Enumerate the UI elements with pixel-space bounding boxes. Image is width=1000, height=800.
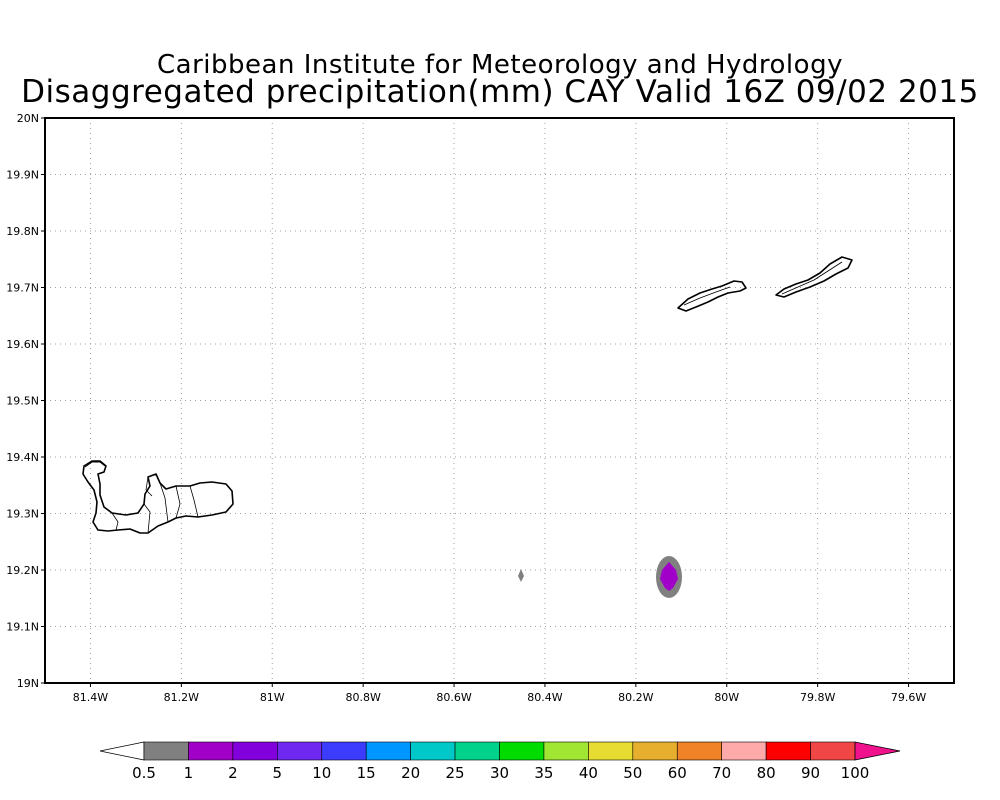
colorbar-box	[765, 741, 811, 761]
latitude-axis: 20N 19.9N 19.8N 19.7N 19.6N 19.5N 19.4N 19.3N 19…	[6, 112, 45, 690]
lon-tick-label: 79.6W	[891, 691, 926, 704]
lat-tick-label: 19.6N	[6, 338, 39, 351]
colorbar-box	[499, 741, 545, 761]
lat-tick-label: 19.1N	[6, 621, 39, 634]
colorbar-box	[321, 741, 367, 761]
grand-cayman-island	[82, 460, 234, 534]
colorbar-label: 0.5	[132, 764, 156, 782]
colorbar-box	[454, 741, 500, 761]
colorbar-label: 70	[712, 764, 731, 782]
colorbar-box	[232, 741, 278, 761]
colorbar-label: 20	[401, 764, 420, 782]
lon-tick-label: 81.2W	[164, 691, 199, 704]
lon-tick-label: 80.2W	[618, 691, 653, 704]
colorbar: 0.5 1 2 5 10 15 20 25 30 35 40 50 60 70 80 90 100	[99, 741, 901, 782]
precip-cell-west	[518, 569, 524, 582]
colorbar-label: 90	[801, 764, 820, 782]
lat-tick-label: 19.2N	[6, 564, 39, 577]
precip-0.5mm-contour	[518, 569, 524, 582]
lon-tick-label: 81.4W	[73, 691, 108, 704]
colorbar-box	[277, 741, 323, 761]
colorbar-label: 40	[579, 764, 598, 782]
colorbar-box	[365, 741, 411, 761]
colorbar-label: 25	[446, 764, 465, 782]
lon-tick-label: 80.4W	[527, 691, 562, 704]
colorbar-box	[188, 741, 234, 761]
colorbar-label: 35	[534, 764, 553, 782]
lat-tick-label: 19.4N	[6, 451, 39, 464]
colorbar-labels: 0.5 1 2 5 10 15 20 25 30 35 40 50 60 70 80 90 100	[132, 764, 869, 782]
colorbar-label: 50	[623, 764, 642, 782]
longitude-axis: 81.4W 81.2W 81W 80.8W 80.6W 80.4W 80.2W 80W 79.8…	[73, 683, 926, 704]
colorbar-label: 10	[312, 764, 331, 782]
colorbar-label: 1	[184, 764, 194, 782]
colorbar-label: 2	[228, 764, 238, 782]
colorbar-boxes	[143, 741, 856, 761]
lon-tick-label: 80.8W	[345, 691, 380, 704]
colorbar-label: 100	[841, 764, 870, 782]
colorbar-left-arrow	[99, 741, 145, 761]
colorbar-label: 80	[757, 764, 776, 782]
colorbar-label: 30	[490, 764, 509, 782]
colorbar-label: 5	[273, 764, 283, 782]
grid-lines	[45, 118, 954, 683]
colorbar-box	[410, 741, 456, 761]
lon-tick-label: 79.8W	[800, 691, 835, 704]
colorbar-box	[143, 741, 189, 761]
little-cayman-island	[677, 280, 747, 312]
grand-cayman-district-lines	[111, 476, 199, 534]
colorbar-label: 60	[668, 764, 687, 782]
cayman-brac-island	[775, 256, 853, 298]
precip-1mm-contour	[660, 562, 678, 591]
colorbar-right-arrow	[854, 741, 901, 761]
lon-tick-label: 80W	[714, 691, 739, 704]
precip-cell-east	[656, 556, 682, 598]
title-line-1: Caribbean Institute for Meteorology and …	[157, 50, 843, 80]
lon-tick-label: 81W	[260, 691, 285, 704]
colorbar-box	[543, 741, 589, 761]
lat-tick-label: 19.7N	[6, 282, 39, 295]
lat-tick-label: 19.8N	[6, 225, 39, 238]
lat-tick-label: 20N	[17, 112, 39, 125]
colorbar-box	[632, 741, 678, 761]
colorbar-box	[810, 741, 856, 761]
colorbar-box	[676, 741, 722, 761]
colorbar-label: 15	[357, 764, 376, 782]
lat-tick-label: 19.3N	[6, 508, 39, 521]
colorbar-box	[588, 741, 634, 761]
title-line-2: Disaggregated precipitation(mm) CAY Vali…	[21, 74, 979, 110]
lat-tick-label: 19.5N	[6, 395, 39, 408]
lat-tick-label: 19.9N	[6, 169, 39, 182]
lat-tick-label: 19N	[17, 677, 39, 690]
lon-tick-label: 80.6W	[436, 691, 471, 704]
colorbar-box	[721, 741, 767, 761]
